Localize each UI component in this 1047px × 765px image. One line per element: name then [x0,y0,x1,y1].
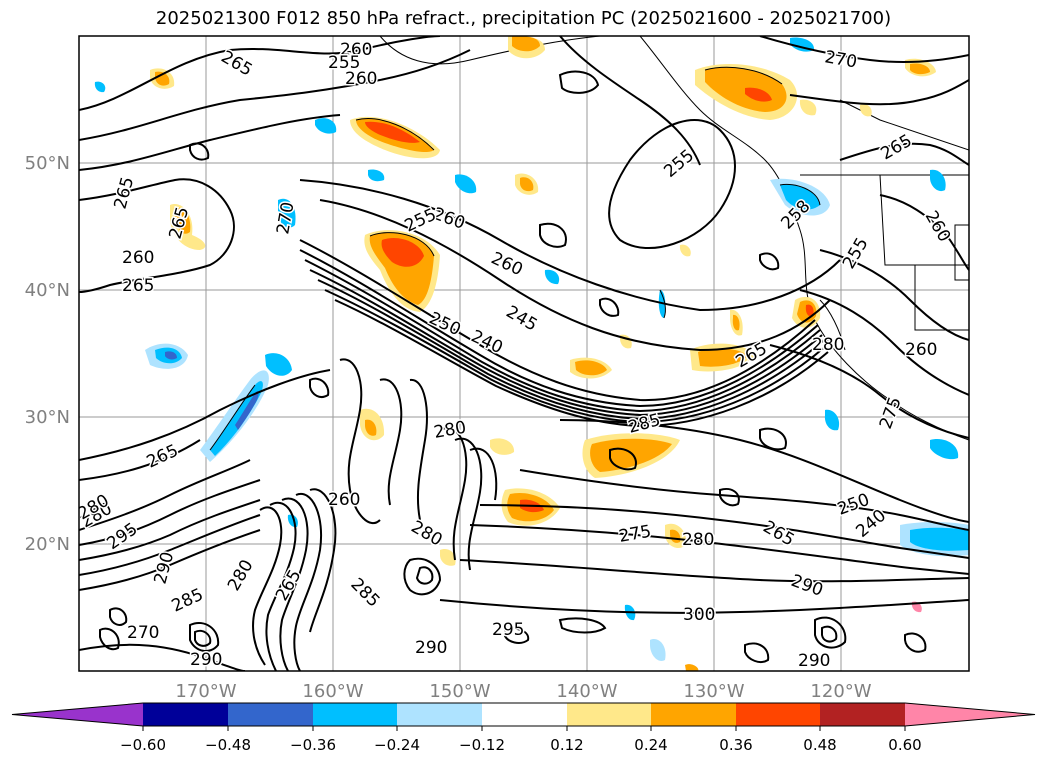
contour-label: 280 [408,517,446,551]
colorbar-segment [482,703,567,726]
contour-label: 265 [144,441,182,473]
colorbar-segment [143,703,228,726]
lon-label-150w: 150°W [429,681,490,702]
colorbar-tick-label: −0.36 [290,736,336,754]
contour-label: 300 [683,605,715,625]
colorbar-tick-label: 0.48 [803,736,836,754]
refractivity-contours-thin [209,66,846,451]
precip-positive-shading [150,36,936,671]
contour-label: 265 [878,131,916,165]
contour-label: 240 [468,326,506,358]
contour-label: 265 [111,175,139,212]
contour-label: 290 [415,638,447,658]
colorbar-segment [397,703,482,726]
lat-label-30n: 30°N [25,407,70,428]
map-frame [78,35,970,672]
contour-label: 255 [328,53,360,73]
colorbar-segment [736,703,820,726]
colorbar-min-extend [12,703,143,726]
colorbar-tick-label: −0.12 [459,736,505,754]
colorbar-segment [567,703,651,726]
contour-label: 275 [617,522,652,547]
contour-label: 285 [346,574,383,611]
contour-label: 270 [823,47,858,72]
lon-label-140w: 140°W [556,681,617,702]
refractivity-contours [79,36,969,671]
colorbar: −0.60 −0.48 −0.36 −0.24 −0.12 0.12 0.24 … [11,702,1036,754]
contour-label: 270 [273,200,298,235]
map-plot-area: 265 260 255 260 270 265 265 265 270 260 … [79,36,969,671]
colorbar-tick-label: −0.24 [374,736,420,754]
lon-label-170w: 170°W [175,681,236,702]
colorbar-segment [820,703,905,726]
lon-label-160w: 160°W [302,681,363,702]
contour-label: 295 [103,519,141,554]
coastlines [379,36,969,441]
precip-negative-shading [94,37,969,661]
contour-label: 280 [812,335,844,355]
contour-label: 260 [328,490,360,510]
contour-label: 260 [345,69,377,89]
contour-label: 275 [876,394,906,431]
longitude-labels: 170°W 160°W 150°W 140°W 130°W 120°W [175,681,871,702]
contour-label: 245 [503,302,541,336]
lat-label-50n: 50°N [25,153,70,174]
contour-label: 280 [682,530,714,550]
lon-label-120w: 120°W [810,681,871,702]
lat-label-20n: 20°N [25,534,70,555]
contour-label: 290 [190,650,222,670]
contour-label: 250 [426,308,464,340]
contour-label: 260 [340,40,372,60]
contour-label: 285 [169,585,207,617]
latitude-labels: 50°N 40°N 30°N 20°N [25,153,70,555]
contour-label: 295 [492,620,524,640]
contour-label: 265 [122,276,154,296]
contour-label: 265 [760,517,798,551]
colorbar-segment [651,703,736,726]
contour-label: 255 [839,234,873,272]
contour-label: 290 [788,571,825,601]
map-title: 2025021300 F012 850 hPa refract., precip… [155,8,892,29]
contour-label: 270 [127,623,159,643]
contour-label: 280 [224,556,258,594]
contour-label: 260 [122,248,154,268]
lon-label-130w: 130°W [683,681,744,702]
contour-label: 260 [905,340,937,360]
colorbar-tick-label: −0.48 [205,736,251,754]
lat-label-40n: 40°N [25,280,70,301]
colorbar-max-extend [905,703,1035,726]
colorbar-tick-label: 0.12 [550,736,583,754]
colorbar-tick-label: −0.60 [120,736,166,754]
colorbar-segment [228,703,313,726]
colorbar-tick-label: 0.24 [634,736,667,754]
contour-label: 290 [798,651,830,671]
colorbar-tick-label: 0.60 [888,736,921,754]
colorbar-tick-label: 0.36 [719,736,752,754]
colorbar-segment [313,703,397,726]
